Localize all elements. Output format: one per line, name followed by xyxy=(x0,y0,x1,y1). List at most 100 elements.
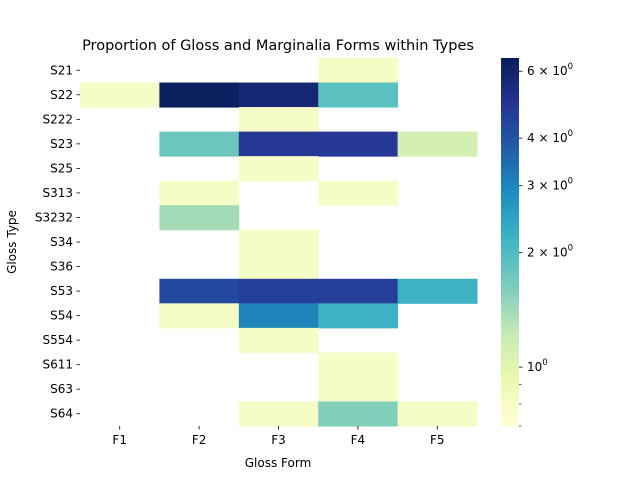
chart-title: Proportion of Gloss and Marginalia Forms… xyxy=(82,38,474,54)
y-tick-label: S554 xyxy=(42,333,73,347)
colorbar-segment xyxy=(501,159,519,163)
y-tick-label: S25 xyxy=(50,161,73,175)
y-tick-label: S22 xyxy=(50,88,73,102)
colorbar-segment xyxy=(501,376,519,381)
colorbar-segment xyxy=(501,392,519,396)
colorbar-segment xyxy=(501,367,519,372)
heatmap-cell xyxy=(238,303,319,329)
y-tick-label: S313 xyxy=(42,186,73,200)
colorbar-segment xyxy=(501,153,519,157)
colorbar-segment xyxy=(501,343,519,347)
colorbar-tick-label: 4 × 100 xyxy=(527,129,573,145)
colorbar-segment xyxy=(501,330,519,335)
colorbar-segment xyxy=(501,361,519,366)
colorbar-segment xyxy=(501,315,519,320)
x-axis-ticks: F1 F2 F3 F4 F5 xyxy=(112,426,445,447)
y-tick-label: S23 xyxy=(50,137,73,151)
colorbar-segment xyxy=(501,242,519,246)
colorbar-segment xyxy=(501,288,519,292)
colorbar-segment xyxy=(501,177,519,182)
heatmap-cell xyxy=(159,278,240,304)
colorbar-segment xyxy=(501,416,519,421)
colorbar-segment xyxy=(501,303,519,307)
colorbar-segment xyxy=(501,248,519,252)
colorbar-segment xyxy=(501,180,519,185)
colorbar: 100 2 × 100 3 × 100 4 × 100 6 × 100 xyxy=(501,58,573,427)
colorbar-segment xyxy=(501,419,519,424)
colorbar-segment xyxy=(501,88,519,93)
colorbar-segment xyxy=(501,266,519,271)
colorbar-segment xyxy=(501,223,519,228)
colorbar-segment xyxy=(501,245,519,249)
colorbar-segment xyxy=(501,168,519,173)
colorbar-segment xyxy=(501,125,519,130)
colorbar-segment xyxy=(501,306,519,311)
heatmap-cell xyxy=(318,303,399,329)
colorbar-segment xyxy=(501,284,519,289)
colorbar-segment xyxy=(501,165,519,169)
colorbar-segment xyxy=(501,389,519,393)
colorbar-segment xyxy=(501,272,519,277)
heatmap-cell xyxy=(318,401,399,427)
colorbar-segment xyxy=(501,413,519,418)
colorbar-segment xyxy=(501,278,519,283)
colorbar-segment xyxy=(501,162,519,166)
colorbar-segment xyxy=(501,131,519,136)
colorbar-segment xyxy=(501,61,519,65)
colorbar-segment xyxy=(501,220,519,225)
colorbar-segment xyxy=(501,257,519,261)
colorbar-segment xyxy=(501,380,519,384)
colorbar-segment xyxy=(501,76,519,81)
colorbar-tick-label: 2 × 100 xyxy=(527,244,573,260)
colorbar-segment xyxy=(501,226,519,231)
colorbar-segment xyxy=(501,401,519,406)
colorbar-segment xyxy=(501,404,519,409)
colorbar-segment xyxy=(501,211,519,215)
x-tick-label: F2 xyxy=(192,433,207,447)
colorbar-segment xyxy=(501,85,519,90)
colorbar-segment xyxy=(501,104,519,108)
colorbar-segment xyxy=(501,254,519,258)
colorbar-segment xyxy=(501,110,519,114)
colorbar-segment xyxy=(501,238,519,243)
colorbar-segment xyxy=(501,143,519,148)
x-tick-label: F4 xyxy=(351,433,366,447)
colorbar-tick-label: 100 xyxy=(527,358,548,374)
colorbar-segment xyxy=(501,269,519,274)
colorbar-segment xyxy=(501,355,519,360)
colorbar-segment xyxy=(501,91,519,96)
colorbar-segment xyxy=(501,134,519,139)
colorbar-segment xyxy=(501,116,519,120)
colorbar-segment xyxy=(501,309,519,314)
heatmap-cell xyxy=(238,254,319,280)
heatmap-cell xyxy=(318,352,399,378)
colorbar-segment xyxy=(501,297,519,301)
heatmap-cell xyxy=(238,156,319,182)
colorbar-segment xyxy=(501,82,519,87)
colorbar-segment xyxy=(501,370,519,375)
colorbar-segment xyxy=(501,208,519,212)
colorbar-segment xyxy=(501,300,519,304)
colorbar-segment xyxy=(501,64,519,68)
y-tick-label: S222 xyxy=(42,112,73,126)
colorbar-segment xyxy=(501,346,519,350)
heatmap-cell xyxy=(159,180,240,206)
x-axis-label: Gloss Form xyxy=(245,456,312,470)
colorbar-segment xyxy=(501,94,519,99)
colorbar-segment xyxy=(501,407,519,412)
heatmap-cell xyxy=(159,82,240,108)
colorbar-segment xyxy=(501,171,519,176)
colorbar-segment xyxy=(501,119,519,123)
colorbar-segment xyxy=(501,100,519,105)
colorbar-segment xyxy=(501,113,519,117)
y-axis-label: Gloss Type xyxy=(5,210,19,274)
colorbar-segment xyxy=(501,229,519,234)
colorbar-segment xyxy=(501,79,519,84)
heatmap-cell xyxy=(238,401,319,427)
colorbar-segment xyxy=(501,352,519,357)
heatmap-cell xyxy=(318,58,399,84)
colorbar-segment xyxy=(501,235,519,240)
colorbar-segment xyxy=(501,140,519,145)
colorbar-segment xyxy=(501,422,519,427)
colorbar-segment xyxy=(501,174,519,179)
